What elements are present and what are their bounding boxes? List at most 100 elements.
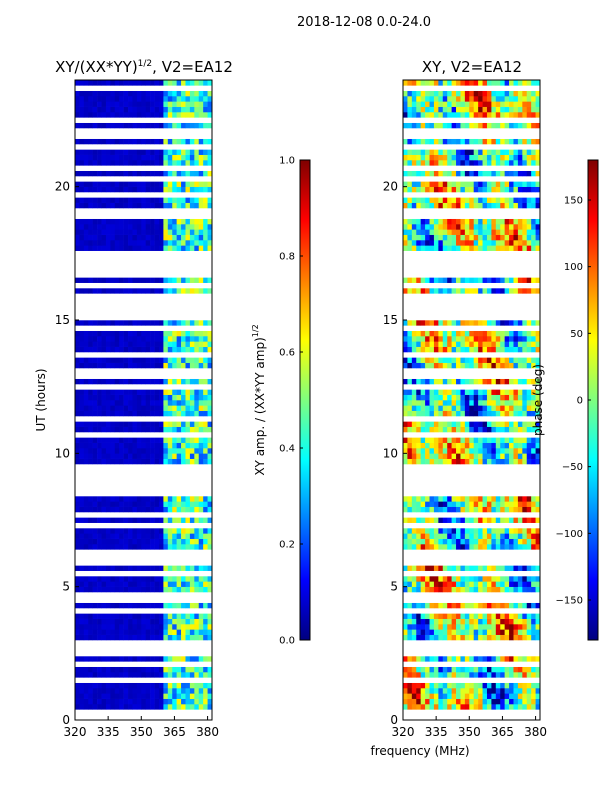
heat-cell	[189, 672, 195, 678]
heat-cell	[83, 80, 89, 86]
heat-cell	[442, 197, 448, 203]
heat-cell	[442, 634, 448, 641]
heat-cell	[407, 154, 413, 161]
heat-cell	[486, 437, 492, 443]
heat-cell	[132, 693, 138, 699]
heat-cell	[425, 544, 430, 550]
heat-cell	[403, 80, 408, 86]
heat-cell	[97, 586, 102, 593]
missing-row	[403, 250, 540, 257]
heat-cell	[105, 704, 111, 710]
heat-cell	[185, 533, 191, 539]
heat-cell	[425, 170, 430, 177]
heat-cell	[442, 245, 448, 251]
heat-cell	[141, 400, 147, 406]
heat-cell	[141, 101, 147, 107]
heat-cell	[526, 240, 532, 246]
heat-cell	[123, 149, 129, 155]
heat-cell	[105, 688, 111, 694]
heat-cell	[500, 106, 505, 113]
heat-cell	[403, 218, 408, 225]
heat-cell	[198, 426, 204, 433]
heat-cell	[522, 330, 528, 337]
heat-cell	[513, 629, 519, 635]
heat-cell	[88, 346, 93, 353]
amplitude-heatmap	[75, 80, 213, 721]
heat-cell	[189, 80, 195, 86]
heat-cell	[411, 442, 417, 449]
heat-cell	[535, 698, 541, 705]
heat-cell	[522, 224, 528, 230]
heat-cell	[75, 240, 80, 246]
heat-cell	[500, 410, 505, 417]
heat-cell	[145, 170, 151, 177]
heat-cell	[535, 378, 541, 385]
heat-cell	[136, 90, 142, 97]
heat-cell	[416, 437, 421, 443]
heat-cell	[513, 202, 519, 209]
heat-cell	[411, 341, 417, 347]
heat-cell	[517, 586, 523, 593]
heat-cell	[110, 224, 116, 230]
heat-cell	[163, 501, 169, 507]
heat-cell	[79, 538, 85, 545]
heat-cell	[456, 218, 461, 225]
heat-cell	[119, 346, 124, 353]
heat-cell	[123, 458, 129, 465]
heat-cell	[482, 234, 488, 241]
heat-cell	[478, 229, 483, 235]
heat-cell	[176, 330, 182, 337]
heat-cell	[110, 160, 116, 166]
heat-cell	[460, 624, 466, 630]
heat-cell	[526, 234, 532, 241]
heat-cell	[105, 544, 111, 550]
heat-cell	[491, 330, 497, 337]
heat-cell	[123, 533, 129, 539]
heat-cell	[420, 693, 426, 699]
heat-cell	[198, 90, 204, 97]
missing-row	[75, 272, 212, 278]
heat-cell	[482, 544, 488, 550]
heat-cell	[176, 202, 182, 209]
heat-cell	[438, 229, 444, 235]
heat-cell	[425, 586, 430, 593]
heat-cell	[167, 154, 173, 161]
heat-cell	[473, 602, 479, 609]
heat-cell	[141, 346, 147, 353]
heat-cell	[181, 320, 186, 326]
missing-row	[403, 469, 540, 475]
heat-cell	[105, 533, 111, 539]
heat-cell	[132, 186, 138, 193]
heat-cell	[425, 90, 430, 97]
heat-cell	[469, 533, 475, 539]
heat-cell	[158, 336, 164, 342]
heat-cell	[136, 672, 142, 678]
heat-cell	[198, 330, 204, 337]
heat-cell	[513, 224, 519, 230]
colorbar-tick-label: 0.8	[279, 252, 295, 263]
heat-cell	[172, 229, 177, 235]
heat-cell	[509, 624, 514, 630]
heat-cell	[478, 506, 483, 513]
heat-cell	[189, 288, 195, 294]
heat-cell	[456, 698, 461, 705]
heat-cell	[460, 154, 466, 161]
heat-cell	[535, 666, 541, 673]
heat-cell	[416, 613, 421, 619]
heat-cell	[158, 160, 164, 166]
heat-cell	[531, 528, 536, 534]
heat-cell	[158, 405, 164, 411]
heat-cell	[522, 501, 528, 507]
heat-cell	[154, 96, 160, 102]
heat-cell	[504, 656, 510, 662]
heat-cell	[158, 693, 164, 699]
heat-cell	[486, 410, 492, 417]
heat-cell	[526, 80, 532, 86]
heat-cell	[526, 288, 532, 294]
heat-cell	[456, 656, 461, 662]
heat-cell	[482, 565, 488, 571]
x-tick-label: 365	[163, 725, 186, 739]
heat-cell	[495, 704, 501, 710]
heat-cell	[136, 240, 142, 246]
